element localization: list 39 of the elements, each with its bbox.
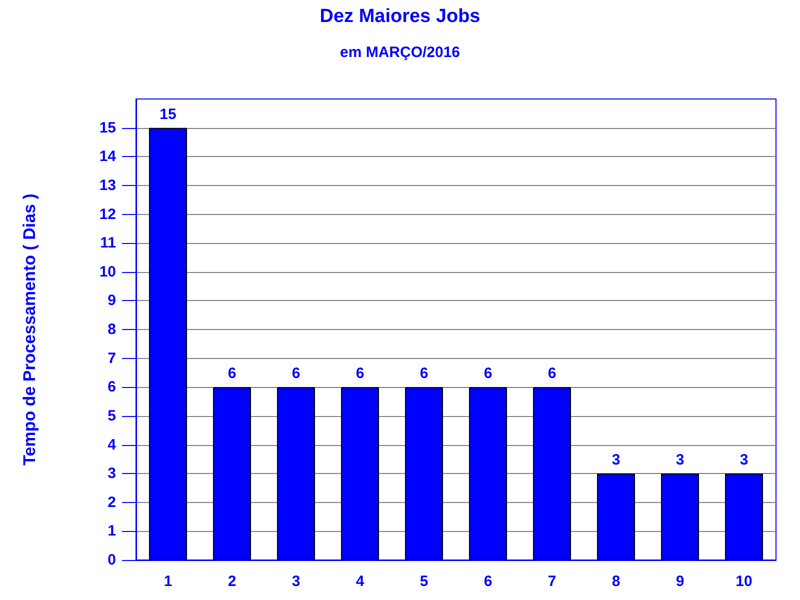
chart-title: Dez Maiores Jobs: [320, 6, 480, 27]
y-tick-label: 2: [108, 494, 116, 511]
x-tick-label: 6: [484, 573, 492, 590]
y-tick-label: 9: [108, 292, 116, 310]
data-label: 3: [676, 452, 684, 469]
x-tick-label: 4: [356, 573, 365, 590]
y-tick-label: 3: [108, 465, 116, 482]
data-label: 3: [612, 452, 620, 469]
y-tick-label: 6: [108, 378, 116, 396]
data-label: 6: [548, 365, 556, 382]
x-tick-label: 5: [420, 573, 428, 590]
y-tick-label: 12: [99, 206, 116, 223]
y-tick-label: 15: [99, 119, 116, 136]
y-tick-label: 14: [99, 148, 117, 166]
x-tick-label: 8: [612, 573, 620, 590]
data-label: 6: [292, 365, 300, 382]
data-label: 6: [420, 365, 428, 382]
y-tick-label: 4: [108, 436, 117, 454]
x-tick-label: 2: [228, 573, 236, 590]
y-tick-label: 1: [108, 522, 116, 540]
data-label: 15: [160, 106, 176, 123]
x-tick-label: 7: [548, 573, 556, 590]
y-tick-label: 0: [108, 552, 116, 568]
data-label: 6: [356, 365, 364, 382]
data-label: 6: [228, 365, 236, 382]
x-tick-label: 1: [164, 573, 172, 590]
x-tick-label: 9: [676, 573, 684, 590]
y-tick-label: 11: [100, 234, 116, 252]
y-tick-label: 7: [108, 350, 116, 367]
y-tick-label: 8: [108, 321, 116, 338]
chart-subtitle: em MARÇO/2016: [340, 44, 460, 61]
y-tick-label: 13: [99, 176, 116, 194]
y-tick-label: 5: [108, 407, 116, 424]
x-tick-label: 10: [736, 573, 752, 590]
y-axis-title: Tempo de Processamento ( Dias ): [20, 194, 39, 466]
data-label: 3: [740, 452, 748, 469]
y-tick-label: 10: [99, 263, 116, 280]
data-label: 6: [484, 365, 492, 382]
x-tick-label: 3: [292, 573, 300, 590]
